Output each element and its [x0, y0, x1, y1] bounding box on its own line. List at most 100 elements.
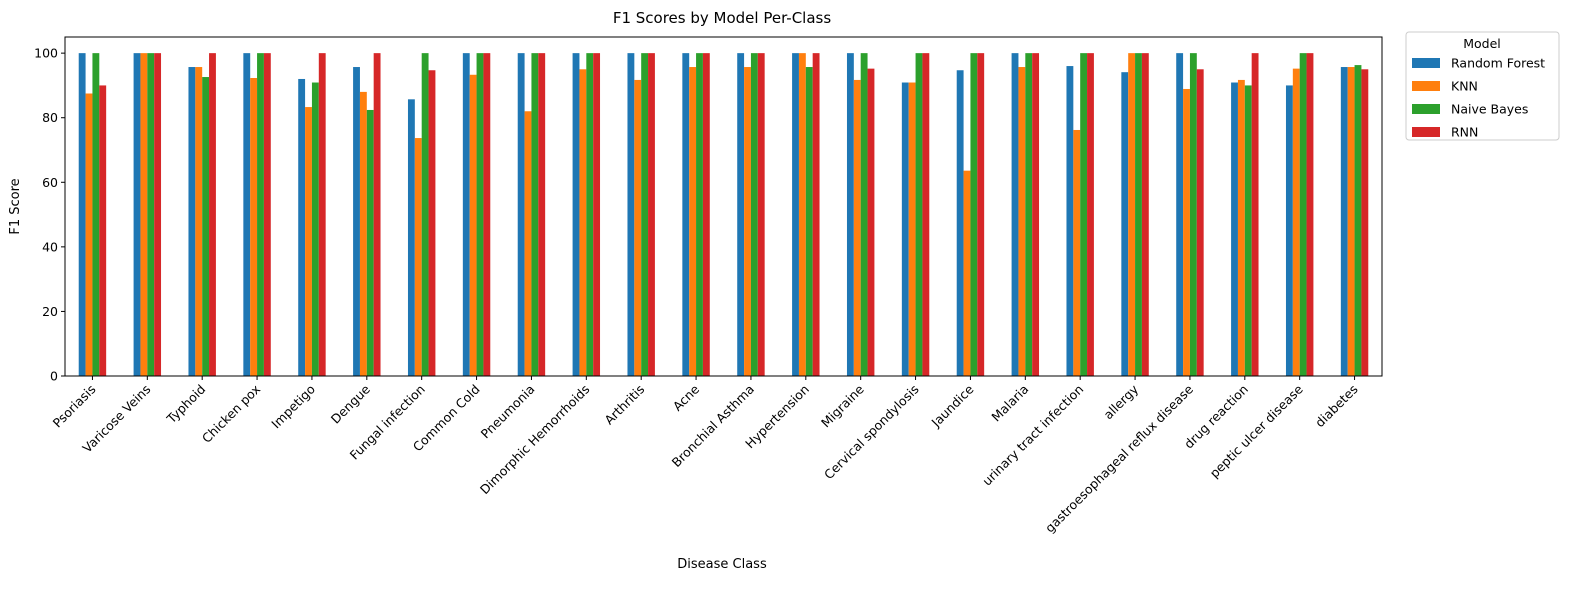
- x-tick-label: Migraine: [818, 381, 867, 430]
- bar-random-forest-14: [846, 53, 854, 376]
- bar-naive-bayes-13: [805, 67, 813, 376]
- bar-naive-bayes-7: [476, 53, 484, 376]
- x-tick-label: Jaundice: [928, 381, 977, 430]
- bar-rnn-8: [538, 53, 546, 376]
- bar-naive-bayes-2: [202, 77, 210, 376]
- legend-label: RNN: [1451, 125, 1478, 140]
- legend-items: Random Forest KNN Naive Bayes RNN: [1412, 56, 1545, 140]
- bar-knn-15: [908, 82, 916, 377]
- legend-swatch: [1412, 58, 1440, 68]
- x-tick-label: urinary tract infection: [979, 382, 1086, 489]
- bar-knn-2: [195, 67, 203, 376]
- y-tick-label: 40: [42, 239, 58, 254]
- x-tick-label: Dengue: [328, 381, 373, 426]
- x-tick-label: Acne: [670, 381, 703, 414]
- bar-knn-13: [798, 53, 806, 376]
- bar-naive-bayes-10: [641, 53, 649, 376]
- bar-naive-bayes-4: [311, 82, 319, 377]
- bar-rnn-2: [209, 53, 216, 376]
- y-axis-title: F1 Score: [8, 178, 23, 234]
- y-tick-label: 60: [42, 175, 58, 190]
- bar-naive-bayes-8: [531, 53, 539, 376]
- bar-naive-bayes-14: [860, 53, 868, 376]
- bar-random-forest-7: [462, 53, 470, 376]
- legend-label: Random Forest: [1451, 56, 1545, 71]
- bar-rnn-16: [977, 53, 985, 376]
- x-axis-title: Disease Class: [677, 557, 767, 572]
- bar-naive-bayes-15: [915, 53, 923, 376]
- bar-group: [78, 53, 1369, 377]
- bar-naive-bayes-17: [1025, 53, 1033, 376]
- x-tick-label: Typhoid: [163, 382, 208, 427]
- bar-naive-bayes-3: [257, 53, 264, 376]
- bar-naive-bayes-0: [92, 53, 100, 376]
- bar-knn-1: [140, 53, 148, 376]
- x-tick-label: Dimorphic Hemorrhoids: [477, 382, 593, 498]
- bar-knn-5: [359, 91, 367, 376]
- bar-random-forest-18: [1066, 66, 1074, 376]
- bar-random-forest-6: [407, 99, 415, 376]
- bar-rnn-9: [593, 53, 601, 376]
- bar-naive-bayes-22: [1299, 53, 1307, 376]
- legend-swatch: [1412, 81, 1440, 91]
- bar-rnn-7: [483, 53, 491, 376]
- bar-naive-bayes-9: [586, 53, 594, 376]
- legend: Model Random Forest KNN Naive Bayes RNN: [1405, 31, 1560, 141]
- bar-naive-bayes-1: [147, 53, 155, 376]
- bar-random-forest-8: [517, 53, 525, 376]
- bar-rnn-22: [1306, 53, 1314, 376]
- bar-knn-16: [963, 170, 971, 376]
- bar-random-forest-12: [737, 53, 745, 376]
- bar-random-forest-13: [792, 53, 799, 376]
- bar-knn-6: [414, 138, 422, 376]
- bar-rnn-14: [867, 68, 875, 376]
- bar-knn-19: [1128, 53, 1136, 376]
- bar-random-forest-19: [1121, 72, 1129, 376]
- bar-knn-23: [1347, 67, 1355, 376]
- bar-knn-21: [1237, 79, 1245, 376]
- bar-knn-14: [853, 79, 861, 376]
- bar-rnn-12: [757, 53, 765, 376]
- bar-naive-bayes-23: [1354, 65, 1362, 376]
- x-tick-label: allergy: [1100, 381, 1141, 422]
- bar-random-forest-10: [627, 53, 635, 376]
- bar-random-forest-1: [133, 53, 141, 376]
- bar-random-forest-9: [572, 53, 580, 376]
- x-tick-label: Arthritis: [601, 382, 647, 428]
- bar-rnn-6: [428, 70, 436, 376]
- legend-swatch: [1412, 104, 1440, 114]
- bar-random-forest-3: [243, 53, 251, 376]
- y-tick-label: 20: [42, 304, 58, 319]
- bar-knn-8: [524, 111, 532, 376]
- bar-random-forest-16: [956, 70, 964, 376]
- bar-knn-9: [579, 69, 587, 376]
- bar-random-forest-23: [1340, 67, 1348, 376]
- bar-rnn-23: [1361, 69, 1369, 376]
- plot-frame: [64, 36, 1383, 377]
- legend-label: KNN: [1451, 79, 1478, 94]
- bar-random-forest-21: [1231, 82, 1238, 377]
- bar-naive-bayes-5: [366, 109, 374, 376]
- bar-knn-0: [85, 93, 93, 376]
- bar-naive-bayes-18: [1080, 53, 1088, 376]
- bar-knn-10: [634, 79, 642, 376]
- bar-knn-3: [250, 78, 258, 376]
- x-tick-label: Pneumonia: [478, 382, 538, 442]
- x-tick-label: Chicken pox: [199, 382, 263, 446]
- bar-random-forest-20: [1176, 53, 1184, 376]
- bar-rnn-3: [263, 53, 271, 376]
- legend-label: Naive Bayes: [1451, 102, 1528, 117]
- bar-random-forest-15: [901, 82, 909, 377]
- bar-rnn-11: [702, 53, 710, 376]
- bar-rnn-21: [1251, 53, 1259, 376]
- bar-knn-11: [689, 67, 697, 376]
- bar-rnn-5: [373, 53, 381, 376]
- bar-rnn-13: [812, 53, 820, 376]
- x-tick-label: Impetigo: [268, 382, 318, 432]
- bar-knn-12: [744, 67, 751, 376]
- bar-rnn-4: [318, 53, 326, 376]
- bar-random-forest-0: [78, 53, 86, 376]
- y-axis: 0 20 40 60 80 100: [34, 46, 65, 384]
- bar-random-forest-4: [298, 78, 306, 376]
